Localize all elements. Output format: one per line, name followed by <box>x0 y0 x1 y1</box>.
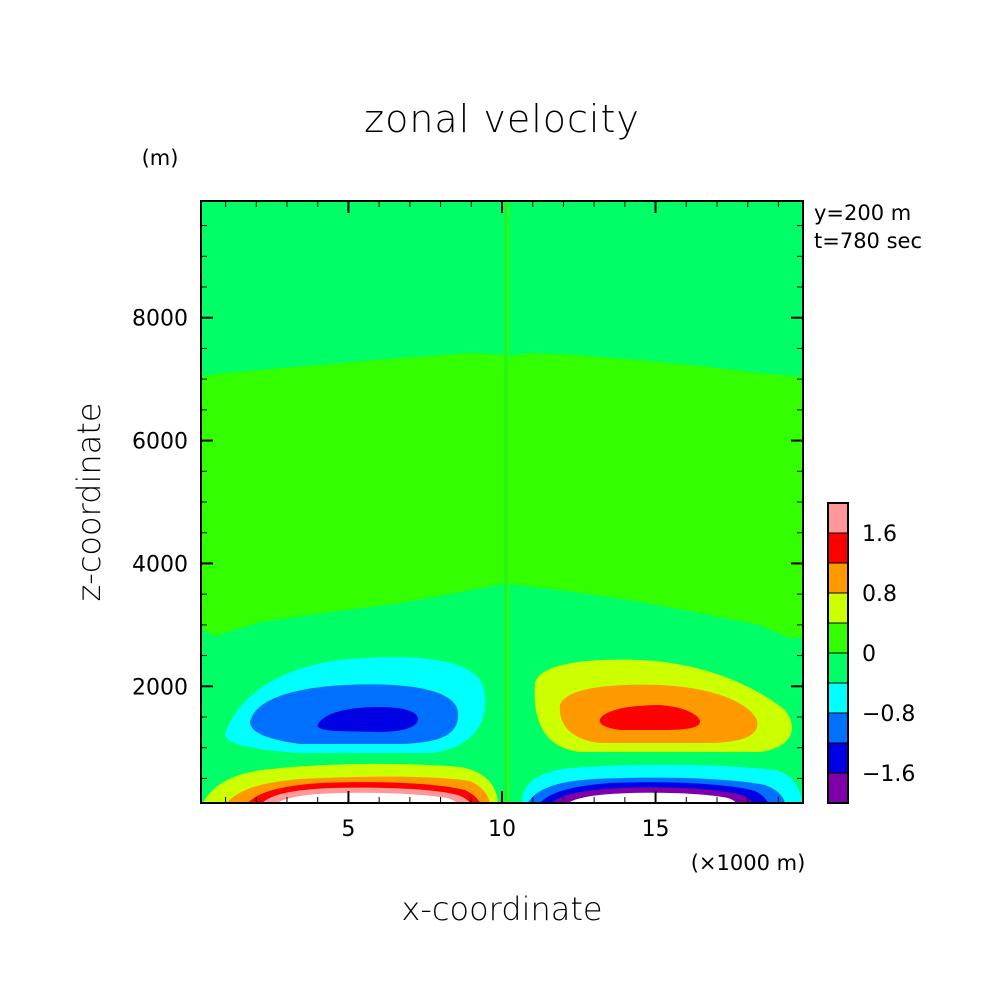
colorbar-tick-label: −1.6 <box>862 762 915 787</box>
x-tick-label: 15 <box>642 817 670 842</box>
colorbar-swatch <box>827 772 849 804</box>
y-tick-label: 4000 <box>132 552 188 577</box>
colorbar-swatch <box>827 532 849 564</box>
contour-west-core <box>317 707 418 732</box>
y-axis-ticks: 2000 4000 6000 8000 <box>132 307 803 700</box>
contour-west-surface-2.0 <box>277 792 457 803</box>
contour-band-upper-right <box>509 201 803 377</box>
colorbar-swatch <box>827 652 849 684</box>
x-axis-ticks: 5 10 15 <box>341 201 670 842</box>
y-axis-label: z-coordinate <box>70 402 108 601</box>
contour-band-upper-left <box>201 201 507 377</box>
x-axis-label: x-coordinate <box>401 890 602 928</box>
central-seam <box>504 201 508 803</box>
colorbar-tick-label: 1.6 <box>862 522 897 547</box>
y-position-annotation: y=200 m <box>814 201 911 225</box>
colorbar-swatch <box>827 682 849 714</box>
y-tick-label: 2000 <box>132 675 188 700</box>
x-units-label: (×1000 m) <box>691 851 806 875</box>
contour-east-surface-2.0 <box>568 792 736 803</box>
time-annotation: t=780 sec <box>814 229 922 253</box>
y-units-label: (m) <box>142 146 179 170</box>
contour-east-core <box>599 705 700 730</box>
colorbar-swatch <box>827 712 849 744</box>
colorbar-frame <box>827 502 849 804</box>
x-tick-label: 5 <box>341 817 355 842</box>
y-tick-label: 6000 <box>132 430 188 455</box>
plot-area <box>201 201 803 803</box>
colorbar-swatch <box>827 562 849 594</box>
x-tick-label: 10 <box>488 817 516 842</box>
colorbar-swatch <box>827 742 849 774</box>
colorbar-tick-label: 0.8 <box>862 582 897 607</box>
colorbar: −1.6 −0.8 0 0.8 1.6 <box>827 502 915 804</box>
colorbar-swatch <box>827 502 849 534</box>
y-tick-label: 8000 <box>132 307 188 332</box>
colorbar-swatch <box>827 622 849 654</box>
colorbar-swatch <box>827 592 849 624</box>
colorbar-tick-label: −0.8 <box>862 702 915 727</box>
colorbar-tick-label: 0 <box>862 642 876 667</box>
chart-title: zonal velocity <box>364 97 640 141</box>
